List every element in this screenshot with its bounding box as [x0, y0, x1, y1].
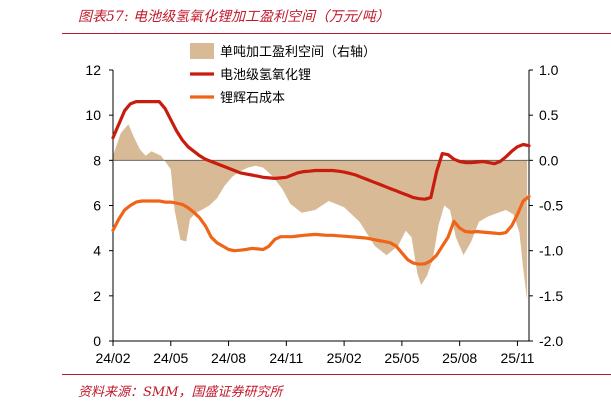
y-left-tick-label: 12: [85, 62, 101, 78]
area-layer: [113, 124, 528, 301]
x-tick-label: 25/05: [384, 350, 419, 366]
top-rule: [62, 33, 611, 34]
figure-title: 图表57: 电池级氢氧化锂加工盈利空间（万元/吨）: [78, 9, 390, 25]
legend-label: 电池级氢氧化锂: [220, 68, 311, 83]
x-tick-label: 24/05: [153, 350, 188, 366]
y-right-tick-label: -0.5: [539, 198, 563, 214]
x-tick-label: 24/08: [211, 350, 246, 366]
legend-label: 单吨加工盈利空间（右轴）: [220, 45, 376, 60]
x-tick-label: 24/02: [95, 350, 130, 366]
x-tick-label: 25/02: [327, 350, 362, 366]
axis-layer: 0 2 4 6 8 10 12 -2.0 -1.5 -1.0 -0.5 0.0 0.5 1.0 24/02 2…: [85, 62, 563, 366]
source-note: 资料来源：SMM，国盛证券研究所: [78, 385, 283, 400]
y-right-tick-label: 0.0: [539, 152, 559, 168]
series-area-processing-margin: [113, 124, 528, 301]
x-tick-label: 25/08: [442, 350, 477, 366]
series-line-lithium-hydroxide: [111, 100, 531, 201]
bottom-rule: [62, 374, 611, 375]
legend-swatch-area: [190, 43, 214, 59]
x-tick-label: 25/11: [500, 350, 534, 366]
y-left-tick-label: 8: [93, 152, 101, 168]
legend-label: 锂辉石成本: [220, 91, 285, 106]
y-right-tick-label: 1.0: [539, 62, 559, 78]
y-left-tick-label: 4: [93, 243, 101, 259]
y-left-tick-label: 6: [93, 198, 101, 214]
y-right-tick-label: -2.0: [539, 333, 563, 349]
y-left-tick-label: 2: [93, 288, 101, 304]
y-right-tick-label: -1.0: [539, 243, 563, 259]
y-right-tick-label: -1.5: [539, 288, 563, 304]
y-left-tick-label: 10: [85, 107, 101, 123]
x-tick-label: 24/11: [269, 350, 303, 366]
series-line-spodumene-cost: [111, 194, 531, 266]
y-right-tick-label: 0.5: [539, 107, 559, 123]
line-layer: [111, 100, 531, 266]
y-left-tick-label: 0: [93, 333, 101, 349]
